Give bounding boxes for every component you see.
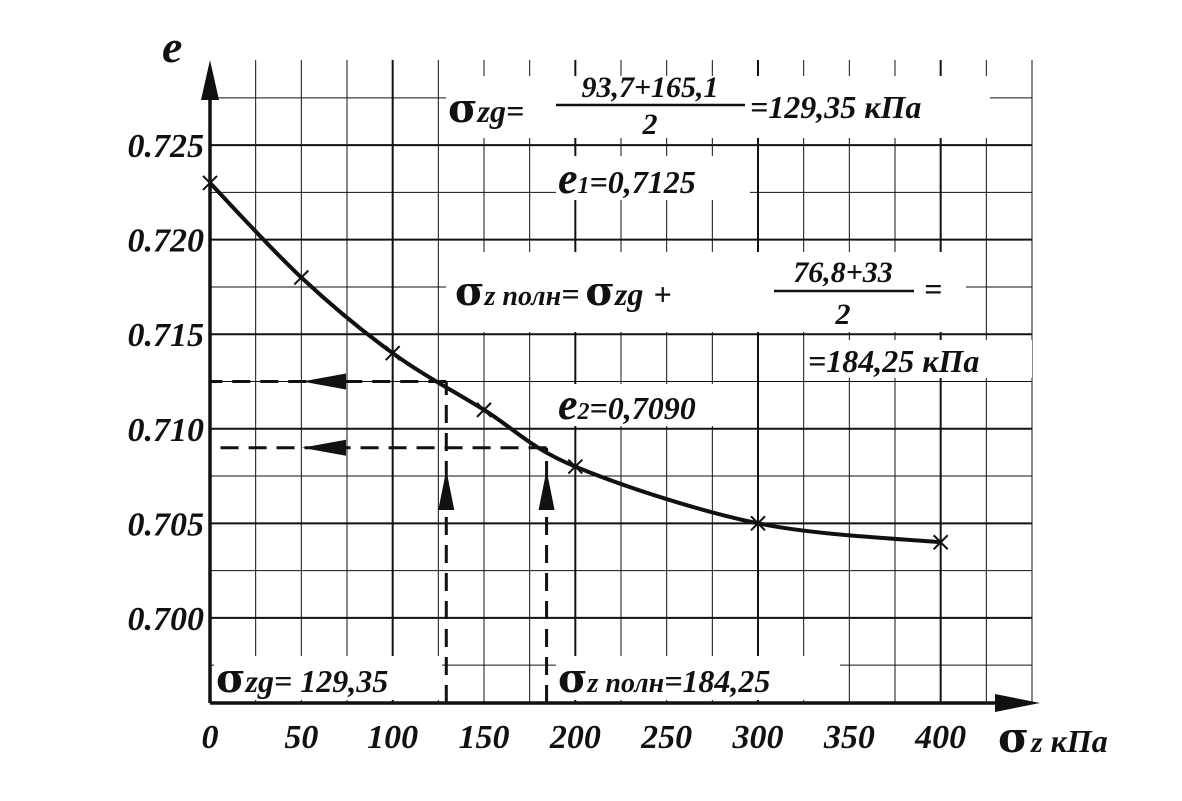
guide-left-arrow	[302, 373, 346, 390]
x-tick-labels: 0 50 100 150 200 250 300 350 400	[202, 719, 967, 756]
e1-label-bg	[556, 156, 750, 200]
szpoln-formula: σz полн= σzg + 76,8+33 2 =	[455, 256, 942, 331]
data-point-marker	[293, 269, 310, 286]
marker-stroke	[293, 269, 310, 286]
szpoln-denominator: 2	[835, 298, 851, 331]
x-axis-label: σz кПа	[998, 713, 1108, 762]
y-tick-label: 0.710	[128, 412, 205, 449]
data-point-marker	[932, 534, 949, 550]
data-series	[202, 175, 949, 550]
szpoln-eq-end: =	[924, 271, 942, 307]
szg-result: =129,35 кПа	[750, 89, 921, 125]
marker-stroke	[750, 515, 766, 532]
x-tick-label: 200	[549, 719, 601, 756]
y-tick-label: 0.715	[128, 317, 205, 354]
data-point-marker	[476, 402, 492, 418]
szg-formula-bg	[446, 76, 990, 138]
svg-text:σzg=: σzg=	[448, 85, 524, 132]
marker-stroke	[932, 534, 949, 550]
y-tick-label: 0.725	[128, 128, 205, 165]
guide-left-arrow	[302, 439, 346, 456]
data-point-marker	[567, 458, 584, 475]
guide-lines	[210, 373, 555, 703]
x-tick-label: 250	[640, 719, 692, 756]
x-tick-label: 150	[459, 719, 510, 756]
marker-stroke	[567, 458, 584, 475]
szg-formula: σzg= 93,7+165,1 2 =129,35 кПа	[448, 71, 921, 141]
x-tick-label: 300	[732, 719, 784, 756]
y-tick-label: 0.720	[128, 223, 205, 260]
guide-up-arrow	[438, 470, 455, 510]
szg-denominator: 2	[642, 108, 658, 141]
x-tick-label: 400	[914, 719, 966, 756]
y-tick-labels: 0.725 0.720 0.715 0.710 0.705 0.700	[128, 128, 205, 638]
marker-stroke	[202, 175, 218, 191]
chart-grid	[210, 60, 1033, 703]
data-point-marker	[750, 515, 766, 532]
marker-stroke	[476, 402, 492, 418]
x-tick-label: 50	[284, 719, 318, 756]
marker-stroke	[384, 345, 401, 361]
data-point-marker	[384, 345, 401, 361]
y-tick-label: 0.705	[128, 506, 205, 543]
x-axis-arrow	[995, 694, 1040, 712]
chart-axes	[201, 60, 1040, 712]
szg-value-label: σzg= 129,35	[216, 655, 388, 702]
e1-label: e1=0,7125	[558, 154, 696, 203]
data-point-marker	[202, 175, 218, 191]
szg-value-bg	[214, 656, 442, 700]
e2-label-bg	[556, 384, 754, 426]
y-axis-arrow	[201, 60, 219, 100]
szpoln-value-label: σz полн=184,25	[558, 655, 770, 702]
e2-label: e2=0,7090	[558, 380, 696, 429]
szpoln-numerator: 76,8+33	[793, 256, 893, 289]
y-axis-label: e	[162, 21, 182, 72]
x-tick-label: 100	[367, 719, 418, 756]
x-tick-label: 350	[823, 719, 875, 756]
y-tick-label: 0.700	[128, 601, 205, 638]
szpoln-value-bg	[556, 656, 840, 700]
svg-text:σz полн=σzg+: σz полн= σzg +	[455, 268, 672, 315]
szg-numerator: 93,7+165,1	[581, 71, 718, 104]
guide-up-arrow	[538, 470, 555, 510]
x-tick-label: 0	[202, 719, 219, 756]
szpoln-result-bg	[806, 340, 1032, 378]
szpoln-result: =184,25 кПа	[808, 343, 979, 379]
